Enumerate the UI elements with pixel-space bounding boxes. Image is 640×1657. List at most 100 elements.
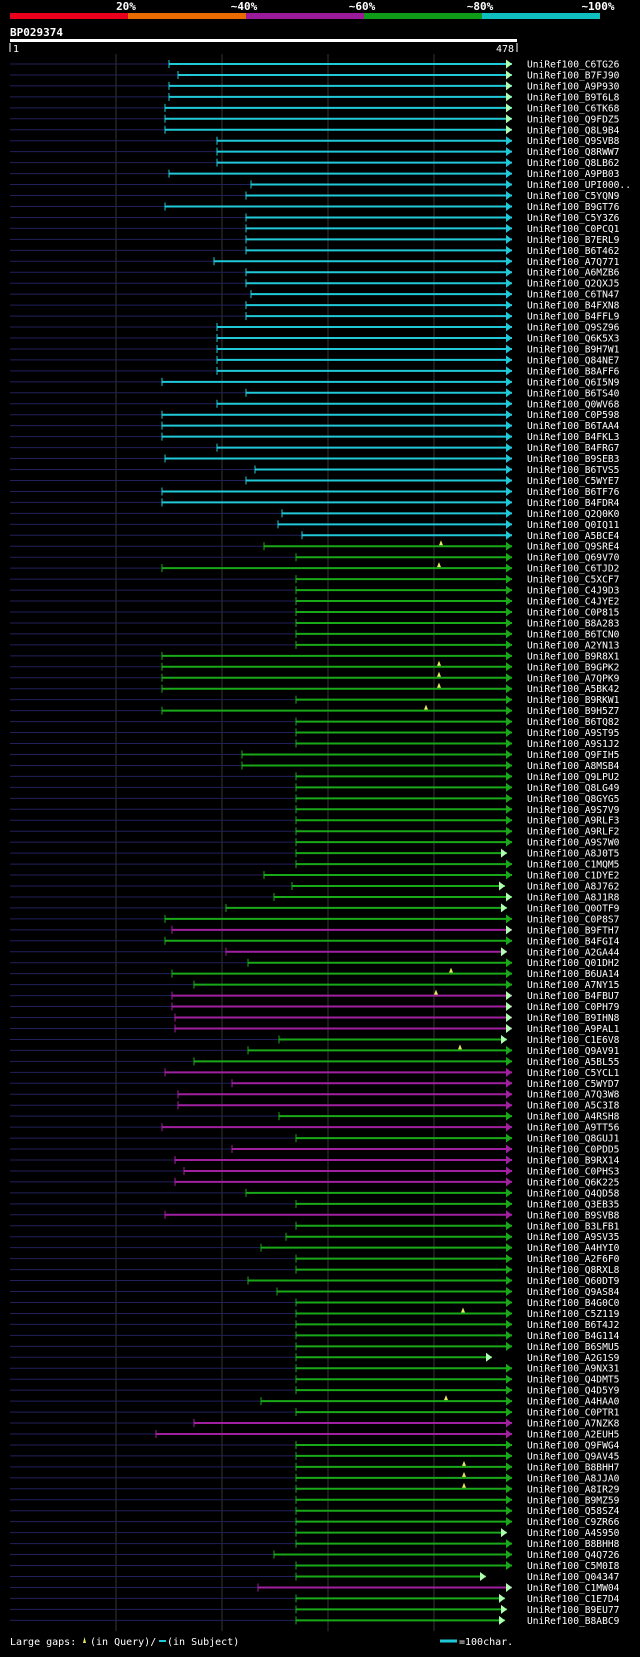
hit-row[interactable]: UniRef100_C6TK68 (10, 103, 620, 114)
hit-label[interactable]: UniRef100_A9RLF2 (527, 827, 619, 838)
hit-row[interactable]: UniRef100_A7Q771 (10, 256, 620, 268)
hit-row[interactable]: UniRef100_C5XCF7 (10, 574, 620, 586)
hit-row[interactable]: UniRef100_B8BHH8 (10, 1539, 620, 1550)
hit-label[interactable]: UniRef100_C1E7D4 (527, 1594, 620, 1605)
hit-row[interactable]: UniRef100_Q4D5Y9 (10, 1385, 620, 1397)
hit-label[interactable]: UniRef100_Q04347 (527, 1572, 620, 1583)
hit-row[interactable]: UniRef100_B6T4J2 (10, 1319, 619, 1331)
hit-row[interactable]: UniRef100_A9TT56 (10, 1122, 620, 1134)
hit-row[interactable]: UniRef100_A8IR29 (10, 1484, 620, 1495)
hit-row[interactable]: UniRef100_C1E6V8 (10, 1034, 620, 1046)
hit-row[interactable]: UniRef100_B9EU77 (10, 1604, 620, 1616)
hit-label[interactable]: UniRef100_B6TAA4 (527, 421, 620, 432)
hit-row[interactable]: UniRef100_B4FRG7 (10, 443, 620, 454)
hit-row[interactable]: UniRef100_Q8LB62 (10, 158, 619, 169)
hit-label[interactable]: UniRef100_Q6I5N9 (527, 377, 620, 388)
hit-row[interactable]: UniRef100_A2EUH5 (10, 1429, 619, 1441)
hit-row[interactable]: UniRef100_C0P8S7 (10, 914, 620, 925)
hit-label[interactable]: UniRef100_A9S7W0 (527, 838, 620, 849)
hit-row[interactable]: UniRef100_A9S7V9 (10, 804, 620, 816)
hit-row[interactable]: UniRef100_C5Z119 (10, 1308, 620, 1320)
hit-label[interactable]: UniRef100_A6MZB6 (527, 268, 620, 279)
hit-row[interactable]: UniRef100_Q9SRE4 (10, 541, 620, 553)
hit-label[interactable]: UniRef100_B4FBU7 (527, 991, 620, 1002)
hit-label[interactable]: UniRef100_A5BK42 (527, 684, 619, 695)
hit-label[interactable]: UniRef100_A9NX31 (527, 1364, 620, 1375)
hit-label[interactable]: UniRef100_B4FFL9 (527, 312, 620, 323)
hit-row[interactable]: UniRef100_C1MQM5 (10, 859, 619, 871)
hit-row[interactable]: UniRef100_Q8RWW7 (10, 147, 620, 158)
hit-label[interactable]: UniRef100_C6TN47 (527, 290, 620, 301)
hit-row[interactable]: UniRef100_Q8GUJ1 (10, 1133, 620, 1145)
hit-row[interactable]: UniRef100_Q04347 (10, 1571, 620, 1583)
hit-label[interactable]: UniRef100_A4HAA0 (527, 1397, 620, 1408)
hit-row[interactable]: UniRef100_B6UA14 (10, 969, 620, 980)
hit-label[interactable]: UniRef100_C5YCL1 (527, 1068, 620, 1079)
hit-label[interactable]: UniRef100_Q9FDZ5 (527, 114, 619, 125)
hit-label[interactable]: UniRef100_C0P598 (527, 410, 620, 421)
hit-label[interactable]: UniRef100_B9RX14 (527, 1156, 620, 1167)
hit-row[interactable]: UniRef100_C6TJD2 (10, 563, 619, 575)
hit-label[interactable]: UniRef100_A2G1S9 (527, 1353, 620, 1364)
hit-label[interactable]: UniRef100_Q01DH2 (527, 958, 619, 969)
hit-row[interactable]: UniRef100_B9RKW1 (10, 695, 620, 706)
hit-row[interactable]: UniRef100_C0PHS3 (10, 1166, 620, 1177)
hit-label[interactable]: UniRef100_B9EU77 (527, 1605, 620, 1616)
hit-row[interactable]: UniRef100_Q60DT9 (10, 1276, 620, 1287)
hit-row[interactable]: UniRef100_C6TN47 (10, 289, 620, 301)
hit-label[interactable]: UniRef100_Q9SVB8 (527, 136, 620, 147)
hit-label[interactable]: UniRef100_B9IHN8 (527, 1013, 620, 1024)
hit-label[interactable]: UniRef100_Q4Q726 (527, 1550, 620, 1561)
hit-row[interactable]: UniRef100_A5BCE4 (10, 530, 620, 542)
hit-label[interactable]: UniRef100_Q4QD58 (527, 1188, 620, 1199)
hit-label[interactable]: UniRef100_Q9LPU2 (527, 772, 619, 783)
hit-label[interactable]: UniRef100_Q8GUJ1 (527, 1134, 620, 1145)
hit-row[interactable]: UniRef100_A7Q3W8 (10, 1089, 620, 1101)
hit-label[interactable]: UniRef100_Q9AV91 (527, 1046, 620, 1057)
hit-label[interactable]: UniRef100_Q8L9B4 (527, 125, 620, 136)
hit-row[interactable]: UniRef100_A7NZK8 (10, 1418, 620, 1430)
hit-label[interactable]: UniRef100_C1DYE2 (527, 871, 619, 882)
hit-label[interactable]: UniRef100_Q9SZ96 (527, 323, 620, 334)
hit-label[interactable]: UniRef100_A2EUH5 (527, 1430, 619, 1441)
hit-row[interactable]: UniRef100_Q9LPU2 (10, 771, 619, 783)
hit-row[interactable]: UniRef100_A8MSB4 (10, 760, 620, 772)
hit-label[interactable]: UniRef100_B6T4J2 (527, 1320, 619, 1331)
hit-label[interactable]: UniRef100_Q4D5Y9 (527, 1386, 620, 1397)
hit-row[interactable]: UniRef100_Q9AS84 (10, 1287, 620, 1298)
hit-row[interactable]: UniRef100_A6MZB6 (10, 267, 620, 279)
hit-label[interactable]: UniRef100_A4S950 (527, 1528, 620, 1539)
hit-label[interactable]: UniRef100_C0PHS3 (527, 1166, 620, 1177)
hit-label[interactable]: UniRef100_C6TG26 (527, 60, 620, 71)
hit-row[interactable]: UniRef100_B9H7W1 (10, 344, 620, 355)
hit-label[interactable]: UniRef100_Q8RXL8 (527, 1265, 620, 1276)
hit-label[interactable]: UniRef100_A5C3I8 (527, 1101, 620, 1112)
hit-row[interactable]: UniRef100_Q6K225 (10, 1177, 619, 1188)
hit-row[interactable]: UniRef100_A8J762 (10, 881, 619, 893)
hit-label[interactable]: UniRef100_Q3EB35 (527, 1199, 619, 1210)
hit-label[interactable]: UniRef100_C0PDD5 (527, 1145, 619, 1156)
hit-label[interactable]: UniRef100_B3LFB1 (527, 1221, 620, 1232)
hit-label[interactable]: UniRef100_C4JYE2 (527, 597, 619, 608)
hit-label[interactable]: UniRef100_B8A283 (527, 618, 620, 629)
hit-row[interactable]: UniRef100_Q84NE7 (10, 355, 620, 366)
hit-label[interactable]: UniRef100_B8AFF6 (527, 366, 620, 377)
hit-label[interactable]: UniRef100_Q8LB62 (527, 158, 619, 169)
hit-row[interactable]: UniRef100_B9IHN8 (10, 1013, 620, 1024)
hit-row[interactable]: UniRef100_A9P930 (10, 81, 620, 92)
hit-label[interactable]: UniRef100_A7QPK9 (527, 673, 620, 684)
hit-label[interactable]: UniRef100_A9TT56 (527, 1123, 620, 1134)
hit-label[interactable]: UniRef100_C0P815 (527, 608, 619, 619)
hit-row[interactable]: UniRef100_C5YQN9 (10, 191, 620, 202)
hit-label[interactable]: UniRef100_Q0OTF9 (527, 903, 620, 914)
hit-row[interactable]: UniRef100_A8J0T5 (10, 848, 619, 860)
hit-label[interactable]: UniRef100_B4FRG7 (527, 443, 620, 454)
hit-row[interactable]: UniRef100_B6TAA4 (10, 421, 620, 432)
hit-row[interactable]: UniRef100_B9H5Z7 (10, 706, 620, 717)
hit-label[interactable]: UniRef100_B4FXN8 (527, 301, 620, 312)
hit-row[interactable]: UniRef100_B7ERL9 (10, 234, 620, 246)
hit-row[interactable]: UniRef100_A2GA44 (10, 947, 620, 958)
hit-row[interactable]: UniRef100_A2YN13 (10, 640, 620, 651)
hit-row[interactable]: UniRef100_C0PDD5 (10, 1144, 619, 1156)
hit-label[interactable]: UniRef100_A9P930 (527, 81, 620, 92)
